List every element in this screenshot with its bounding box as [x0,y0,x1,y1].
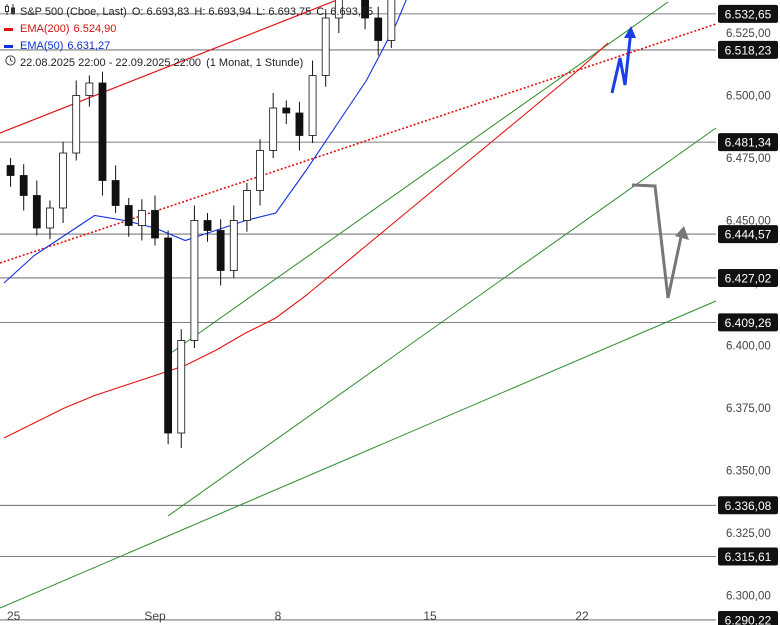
candle-body [59,152,67,209]
level-badge-bg [718,547,778,566]
y-tick-label: 6.300,00 [726,591,771,603]
candle-body [190,220,199,341]
candle-body [203,220,212,231]
level-badge-bg [718,268,778,287]
candle-body [216,230,225,271]
candle-body [374,17,383,41]
candle-body [321,17,330,76]
legend-close: C: 6.693,75 [316,6,374,18]
candle-body [229,220,238,271]
level-badge: 6.427,02 [725,271,772,285]
x-tick-label: Sep [144,609,166,623]
projection-alt-path [631,183,684,299]
level-badge: 6.409,26 [725,316,772,330]
candle-body [164,237,173,434]
level-badge: 6.532,65 [725,7,772,21]
candle-body [124,205,133,226]
level-badge-bg [718,313,778,332]
y-tick-label: 6.475,00 [726,153,771,165]
candle-body [72,95,81,154]
level-badge-bg [718,4,778,23]
ema200-swatch [4,28,13,31]
ema50-line [3,0,407,284]
projection-alt-arrowhead [675,226,689,240]
candle-body [243,190,251,221]
legend-ohlc-row: S&P 500 (Cboe, Last) O: 6.693,83 H: 6.69… [4,4,373,21]
y-tick-label: 6.400,00 [726,341,771,353]
candle-body [282,107,291,114]
level-badge-bg [718,496,778,515]
legend-range-row: 22.08.2025 22:00 - 22.09.2025 22:00 (1 M… [4,55,373,72]
x-tick-label: 22 [575,609,589,623]
legend-ema200-label: EMA(200) [20,23,70,35]
candle-body [308,75,317,136]
y-tick-label: 6.350,00 [726,466,771,478]
x-tick-label: 15 [423,609,437,623]
candle-body [387,0,396,41]
legend-ema200-value: 6.524,90 [73,23,117,35]
y-tick-label: 6.525,00 [726,28,771,40]
legend-period: (1 Monat, 1 Stunde) [206,57,304,69]
level-badge-bg [718,40,778,59]
legend-instrument: S&P 500 (Cboe, Last) [20,6,127,18]
level-badge: 6.315,61 [725,550,772,564]
candle-body [19,175,28,196]
candle-body [111,180,120,206]
candle-body [256,150,264,191]
trendline-middle [167,127,717,517]
level-badge: 6.481,34 [725,136,772,150]
level-badge: 6.518,23 [725,43,772,57]
y-tick-label: 6.325,00 [726,528,771,540]
level-badge-bg [718,133,778,152]
legend-ema50-value: 6.631,27 [67,40,111,52]
projection-up-arrowhead [624,26,636,38]
candle-body [334,0,343,19]
candle-body [32,195,41,229]
candle-body [269,107,278,151]
candle-body [85,82,94,96]
candle-body [46,207,54,229]
long-term-ema-dotted [0,23,717,264]
y-tick-label: 6.450,00 [726,216,771,228]
legend-ema50-row: EMA(50) 6.631,27 [4,38,373,55]
level-badge-bg [718,610,778,625]
level-badge: 6.336,08 [725,499,772,513]
trendline-lower [0,300,717,609]
y-tick-label: 6.500,00 [726,91,771,103]
candle-body [295,112,304,136]
candle-body [177,340,186,434]
candle-body [6,165,15,176]
long-term-ema-solid [0,0,338,134]
projection-up-path [610,29,633,94]
x-tick-label: 8 [275,609,282,623]
chart-legend: S&P 500 (Cboe, Last) O: 6.693,83 H: 6.69… [4,4,373,72]
legend-ema200-row: EMA(200) 6.524,90 [4,21,373,38]
level-badge: 6.444,57 [725,228,772,242]
x-tick-label: 25 [7,609,21,623]
legend-ema50-label: EMA(50) [20,40,64,52]
candle-body [151,210,159,239]
candle-body [98,82,107,181]
level-badge: 6.290,22 [725,613,772,625]
candle-body [361,0,369,19]
legend-open: O: 6.693,83 [131,6,190,18]
ema50-swatch [4,45,13,48]
candle-body [137,210,146,226]
clock-icon [4,55,16,72]
ema200-line [3,42,609,439]
legend-date-range: 22.08.2025 22:00 - 22.09.2025 22:00 [20,57,202,69]
trendline-upper [167,1,669,356]
level-badge-bg [718,225,778,244]
candlestick-icon [4,4,16,21]
y-tick-label: 6.375,00 [726,403,771,415]
legend-high: H: 6.693,94 [194,6,252,18]
legend-low: L: 6.693,75 [256,6,312,18]
